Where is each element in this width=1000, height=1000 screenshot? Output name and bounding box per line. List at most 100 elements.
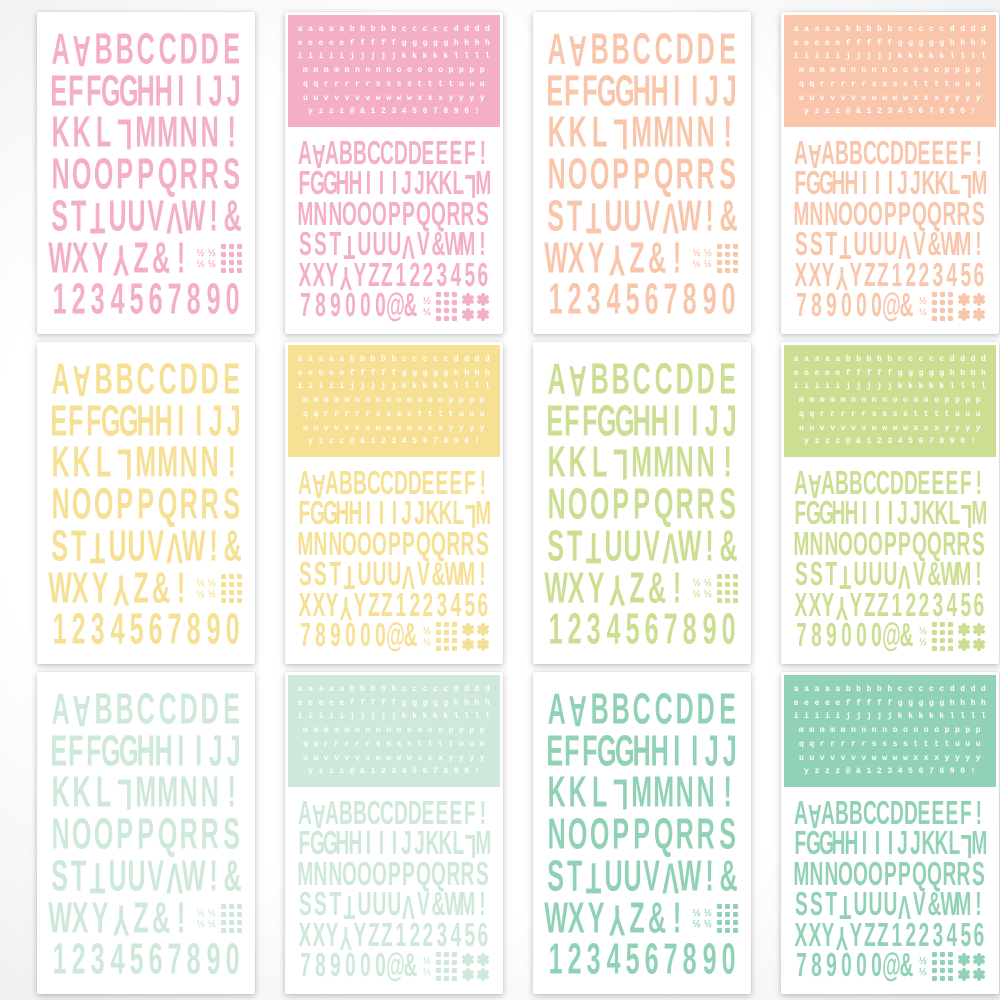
fraction-sticker: ½ xyxy=(207,577,216,589)
letter-sticker: Y xyxy=(608,894,626,943)
letter-sticker: C xyxy=(876,795,891,833)
letter-sticker: Y xyxy=(608,564,626,613)
letter-sticker: 0 xyxy=(870,287,882,325)
letter-sticker: ! xyxy=(975,886,982,924)
letter-sticker: M xyxy=(793,526,810,563)
letter-sticker: H xyxy=(348,166,363,203)
letter-sticker: P xyxy=(633,481,651,529)
fraction-sticker: ½ xyxy=(196,907,205,919)
letter-sticker: U xyxy=(883,556,897,594)
mini-letter-row: m m m m m n n n n o o o o o p p p p xyxy=(798,396,982,405)
fraction-sticker: ½ xyxy=(703,577,712,589)
letter-sticker: T xyxy=(586,522,602,571)
letter-sticker: M xyxy=(652,769,674,818)
letter-sticker: & xyxy=(223,192,242,241)
letter-sticker: H xyxy=(831,166,846,203)
letter-grid: A A B B C C D D E E F F G G H H I I J J K K L L M M N N! N O O P P Q R R S S T… xyxy=(37,342,255,664)
letter-sticker: S xyxy=(313,886,327,924)
flower-sticker xyxy=(958,637,971,651)
letter-sticker: H xyxy=(335,826,350,863)
letter-sticker: T xyxy=(71,192,87,241)
letter-sticker: ! xyxy=(209,522,218,571)
letter-sticker: I xyxy=(194,727,202,776)
letter-sticker: Q xyxy=(430,526,446,563)
letter-sticker: P xyxy=(387,526,401,563)
letter-sticker: U xyxy=(868,226,883,264)
letter-sticker: F xyxy=(794,166,807,203)
letter-sticker: K xyxy=(921,496,936,533)
letter-sticker: L xyxy=(95,769,111,818)
letter-sticker: 9 xyxy=(206,936,221,985)
letter-sticker: Y xyxy=(112,564,130,613)
letter-sticker: & xyxy=(431,556,446,594)
letter-sticker: Y xyxy=(353,587,367,624)
letter-sticker: H xyxy=(650,67,669,116)
letter-grid: A A B B C C D D E E F F G G H H I I J J K K L L M M N N! N O O P P Q R R S S T… xyxy=(37,672,255,994)
letter-sticker: S xyxy=(476,856,489,893)
letter-sticker: E xyxy=(435,135,449,173)
letter-sticker: J xyxy=(208,67,223,116)
letter-sticker: E xyxy=(546,397,564,446)
dot-sticker xyxy=(435,952,441,958)
dot-grid-stickers xyxy=(931,292,953,322)
letter-sticker: 0 xyxy=(870,617,882,655)
letter-sticker: M xyxy=(297,856,314,893)
letter-sticker: 9 xyxy=(702,606,717,655)
letter-sticker: G xyxy=(597,727,617,776)
letter-sticker: M xyxy=(459,226,476,264)
letter-row: S S T T U U U V V & W M! xyxy=(794,226,986,264)
letter-sticker: E xyxy=(421,795,435,833)
letter-sticker: M xyxy=(156,109,178,158)
letter-sticker: O xyxy=(357,856,372,893)
dot-sticker xyxy=(717,928,722,933)
dot-sticker xyxy=(939,308,945,314)
letter-sticker: G xyxy=(818,166,834,203)
letter-sticker: D xyxy=(903,465,918,503)
letter-sticker: M xyxy=(955,556,972,594)
letter-sticker: R xyxy=(200,151,220,199)
letter-sticker: Z xyxy=(629,234,645,283)
letter-sticker: Z xyxy=(381,587,394,624)
mini-letter-row: m m m m m n n n n o o o o o p p p p xyxy=(302,66,486,75)
letter-sticker: J xyxy=(897,496,909,533)
letter-sticker: 1 xyxy=(891,917,903,954)
letter-sticker: V xyxy=(147,852,164,901)
letter-sticker: N xyxy=(200,769,220,818)
dot-sticker xyxy=(733,920,738,925)
letter-sticker: 4 xyxy=(946,257,958,294)
letter-sticker: H xyxy=(831,826,846,863)
letter-sticker: S xyxy=(222,811,240,859)
flower-sticker xyxy=(462,307,475,321)
dot-sticker xyxy=(221,582,226,587)
letter-sticker: N xyxy=(547,811,566,859)
letter-sticker: 9 xyxy=(826,617,837,655)
sticker-sheet-pink-combo: a a a a a b b b b b c c c c c d d d d e e… xyxy=(285,12,503,334)
letter-sticker: X xyxy=(794,257,808,294)
letter-row: 7 8 9 0 0 0 @ & ½ ½ xyxy=(298,949,490,982)
flower-sticker xyxy=(477,637,490,651)
letter-sticker: 2 xyxy=(423,257,434,294)
fraction-sticker: ½ xyxy=(692,258,701,270)
letter-sticker: W xyxy=(48,564,72,613)
letter-sticker: U xyxy=(372,226,387,264)
letter-sticker: 6 xyxy=(148,276,163,325)
letter-sticker: Z xyxy=(133,234,149,283)
letter-sticker: ! xyxy=(480,135,487,173)
sticker-sheet-peach-large: A A B B C C D D E E F F G G H H I I J J K K L L M M N N! N O O P P Q R R S S T… xyxy=(533,12,751,334)
letter-sticker: @ xyxy=(881,287,901,325)
letter-sticker: S xyxy=(718,811,736,859)
letter-sticker: D xyxy=(200,25,220,74)
fraction-sticker: ½ xyxy=(207,907,216,919)
letter-sticker: T xyxy=(71,852,87,901)
letter-sticker: G xyxy=(805,826,821,863)
letter-sticker: X xyxy=(312,917,325,954)
letter-sticker: V xyxy=(913,226,926,264)
flower-stickers xyxy=(958,622,986,651)
letter-sticker: 0 xyxy=(841,617,852,655)
letter-sticker: B xyxy=(590,25,609,74)
mini-letter-row: e e e e e f f f f f g g g g g h h h h xyxy=(793,368,987,378)
